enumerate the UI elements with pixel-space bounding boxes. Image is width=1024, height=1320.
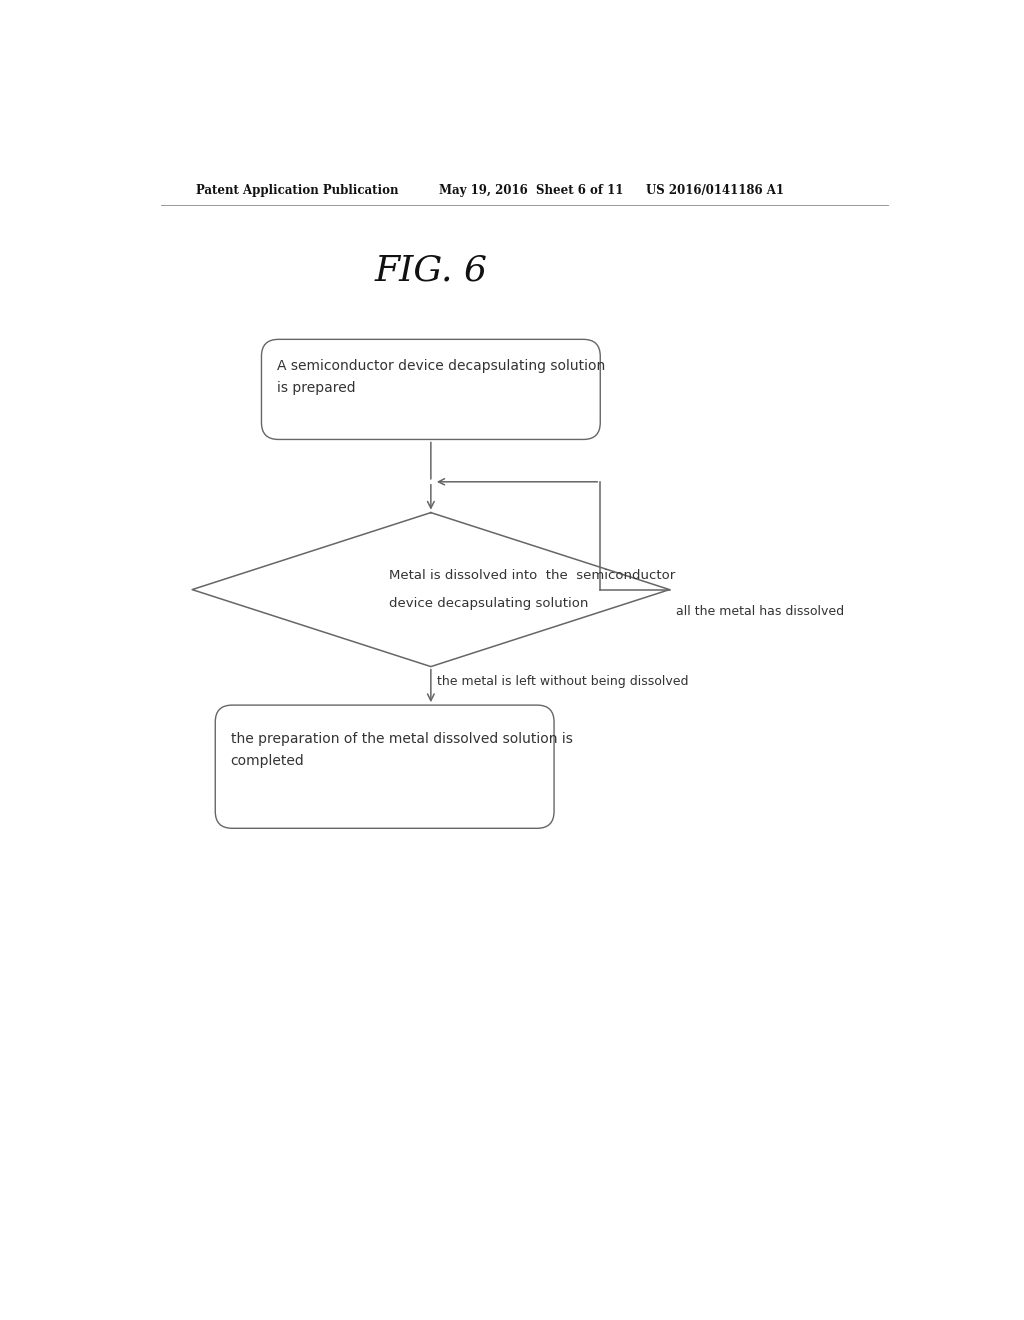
Text: Metal is dissolved into  the  semiconductor: Metal is dissolved into the semiconducto… <box>388 569 675 582</box>
Text: the preparation of the metal dissolved solution is
completed: the preparation of the metal dissolved s… <box>230 731 572 768</box>
Text: May 19, 2016  Sheet 6 of 11: May 19, 2016 Sheet 6 of 11 <box>438 185 623 197</box>
Text: the metal is left without being dissolved: the metal is left without being dissolve… <box>437 676 688 689</box>
FancyBboxPatch shape <box>261 339 600 440</box>
Text: US 2016/0141186 A1: US 2016/0141186 A1 <box>646 185 784 197</box>
Text: device decapsulating solution: device decapsulating solution <box>388 597 588 610</box>
FancyBboxPatch shape <box>215 705 554 829</box>
Text: FIG. 6: FIG. 6 <box>375 253 487 286</box>
Text: A semiconductor device decapsulating solution
is prepared: A semiconductor device decapsulating sol… <box>276 359 605 395</box>
Text: Patent Application Publication: Patent Application Publication <box>196 185 398 197</box>
Text: all the metal has dissolved: all the metal has dissolved <box>676 605 844 618</box>
